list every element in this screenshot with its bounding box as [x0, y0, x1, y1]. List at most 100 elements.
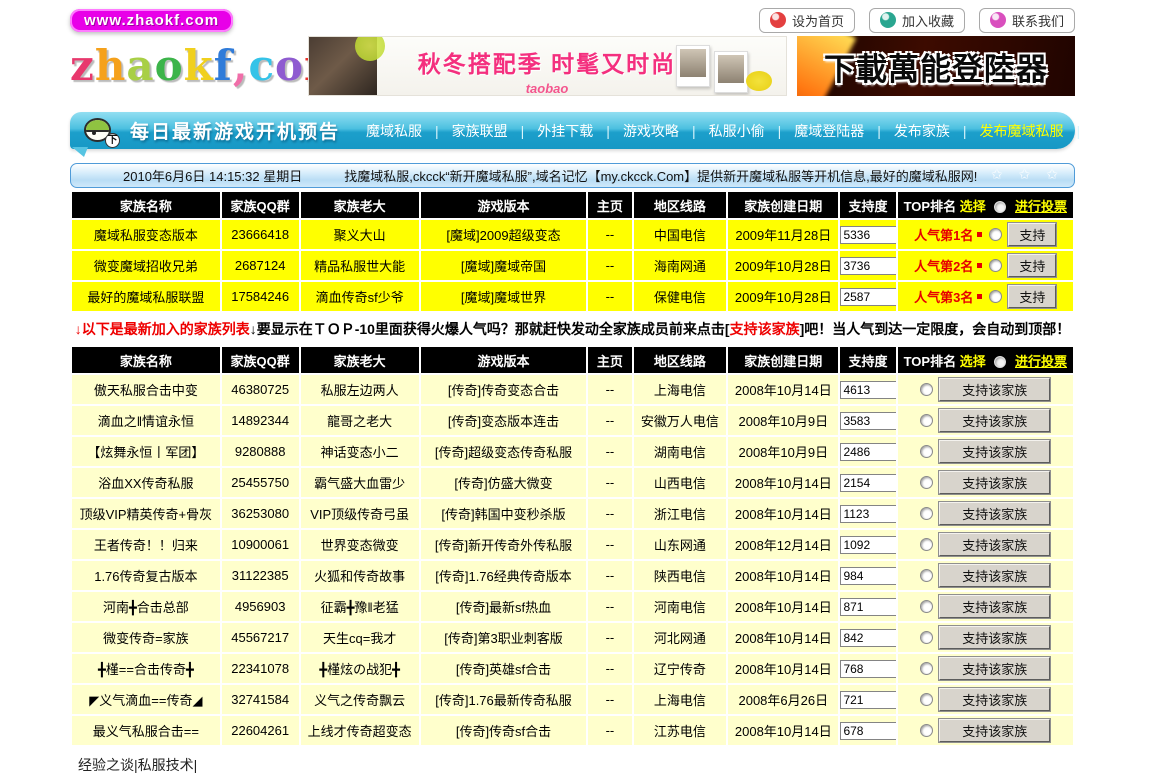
support-button[interactable]: 支持 — [1007, 284, 1058, 309]
support-cell — [840, 406, 896, 435]
top-link-icon — [879, 12, 896, 28]
qq-cell: 22604261 — [221, 716, 299, 745]
logo-letter: , — [232, 41, 249, 90]
region-cell: 保健电信 — [633, 282, 727, 311]
nav-item[interactable]: 关于我们 — [1064, 121, 1149, 141]
vote-cell: 支持该家族 — [897, 406, 1073, 435]
support-family-button[interactable]: 支持该家族 — [938, 625, 1052, 650]
support-count-input[interactable] — [840, 597, 896, 616]
support-family-button[interactable]: 支持该家族 — [938, 470, 1052, 495]
region-cell: 山东网通 — [633, 530, 727, 559]
vote-radio[interactable] — [920, 662, 934, 675]
support-family-button[interactable]: 支持该家族 — [938, 563, 1052, 588]
vote-cell: 支持该家族 — [897, 499, 1073, 528]
vote-link[interactable]: 进行投票 — [1014, 198, 1067, 214]
created-cell: 2008年10月14日 — [728, 716, 839, 745]
support-count-input[interactable] — [840, 690, 896, 709]
vote-radio[interactable] — [920, 538, 934, 551]
support-family-button[interactable]: 支持该家族 — [938, 718, 1052, 743]
support-family-button[interactable]: 支持该家族 — [938, 439, 1052, 464]
leader-cell: 神话变态小二 — [300, 437, 419, 466]
support-count-input[interactable] — [840, 411, 896, 430]
support-family-button[interactable]: 支持该家族 — [938, 594, 1052, 619]
vote-radio[interactable] — [920, 569, 934, 582]
site-logo[interactable]: zhaokf,com — [70, 36, 348, 96]
top-link-button[interactable]: 联系我们 — [978, 7, 1075, 33]
created-cell: 2008年12月14日 — [728, 530, 839, 559]
support-cell — [840, 561, 896, 590]
bullet-icon — [977, 232, 983, 237]
taobao-ad-banner[interactable]: 秋冬搭配季 时髦又时尚 taobao — [308, 36, 787, 96]
support-count-input[interactable] — [840, 225, 896, 244]
nav-item[interactable]: 外挂下载 — [508, 121, 593, 141]
support-cell — [840, 530, 896, 559]
region-cell: 中国电信 — [633, 220, 727, 249]
vote-link[interactable]: 进行投票 — [1014, 353, 1067, 369]
nav-item[interactable]: 游戏攻略 — [593, 121, 679, 141]
support-count-input[interactable] — [840, 628, 896, 647]
vote-radio[interactable] — [920, 414, 934, 427]
nav-item[interactable]: 魔域私服 — [366, 122, 423, 139]
vote-radio[interactable] — [989, 259, 1003, 272]
support-count-input[interactable] — [840, 442, 896, 461]
table-header-row: 家族名称 家族QQ群 家族老大 游戏版本 主页 地区线路 家族创建日期 支持度 … — [72, 347, 1073, 373]
nav-item[interactable]: 发布家族 — [864, 121, 950, 141]
vote-radio[interactable] — [920, 693, 934, 706]
col-family-name: 家族名称 — [72, 192, 220, 218]
vote-radio[interactable] — [920, 476, 934, 489]
support-family-button[interactable]: 支持该家族 — [938, 532, 1052, 557]
support-count-input[interactable] — [840, 380, 896, 399]
footer-links[interactable]: 经验之谈|私服技术| — [78, 757, 198, 773]
support-family-button[interactable]: 支持该家族 — [938, 408, 1052, 433]
vote-radio[interactable] — [920, 383, 934, 396]
nav-item[interactable]: 家族联盟 — [422, 121, 508, 141]
vote-radio[interactable] — [989, 228, 1003, 241]
login-tool-ad-banner[interactable]: 下載萬能登陸器 — [797, 36, 1075, 96]
vote-radio[interactable] — [989, 290, 1003, 303]
vote-radio[interactable] — [920, 445, 934, 458]
top-link-button[interactable]: 设为首页 — [758, 7, 855, 33]
top-link-button[interactable]: 加入收藏 — [868, 7, 965, 33]
vote-radio-icon[interactable] — [994, 201, 1007, 214]
vote-cell: 支持该家族 — [897, 530, 1073, 559]
star-icon: ✩ ✩ ✩ — [991, 166, 1064, 182]
support-count-input[interactable] — [840, 473, 896, 492]
support-button[interactable]: 支持 — [1007, 222, 1058, 247]
vote-radio[interactable] — [920, 631, 934, 644]
family-name-cell: ◤义气滴血==传奇◢ — [72, 685, 220, 714]
vote-radio-icon[interactable] — [994, 356, 1007, 369]
vote-cell: 支持该家族 — [897, 375, 1073, 404]
vote-radio[interactable] — [920, 600, 934, 613]
top-link-label: 设为首页 — [791, 13, 844, 29]
nav-item[interactable]: 私服小偷 — [679, 121, 765, 141]
support-family-button[interactable]: 支持该家族 — [938, 501, 1052, 526]
leader-cell: 征霸╋豫‖老猛 — [300, 592, 419, 621]
homepage-cell: -- — [588, 220, 632, 249]
site-url-badge[interactable]: www.zhaokf.com — [70, 8, 234, 32]
homepage-cell: -- — [588, 468, 632, 497]
family-name-cell: 微变魔域招收兄弟 — [72, 251, 220, 280]
vote-radio[interactable] — [920, 507, 934, 520]
created-cell: 2008年10月14日 — [728, 375, 839, 404]
vote-radio[interactable] — [920, 724, 934, 737]
support-family-button[interactable]: 支持该家族 — [938, 377, 1052, 402]
datetime-text: 2010年6月6日 14:15:32 星期日 — [123, 169, 303, 184]
support-family-button[interactable]: 支持该家族 — [938, 687, 1052, 712]
support-count-input[interactable] — [840, 535, 896, 554]
version-cell: [传奇]仿盛大微变 — [420, 468, 587, 497]
created-cell: 2008年10月14日 — [728, 592, 839, 621]
table-row: 顶级VIP精英传奇+骨灰 36253080 VIP顶级传奇弓虽 [传奇]韩国中变… — [72, 499, 1073, 528]
support-button[interactable]: 支持 — [1007, 253, 1058, 278]
nav-item[interactable]: 魔域登陆器 — [765, 121, 864, 141]
support-count-input[interactable] — [840, 504, 896, 523]
leader-cell: 霸气盛大血雷少 — [300, 468, 419, 497]
top-link-label: 联系我们 — [1011, 13, 1064, 29]
nav-item[interactable]: 发布魔域私服 — [950, 121, 1064, 141]
support-family-button[interactable]: 支持该家族 — [938, 656, 1052, 681]
support-count-input[interactable] — [840, 566, 896, 585]
support-count-input[interactable] — [840, 287, 896, 306]
support-cell — [840, 654, 896, 683]
support-count-input[interactable] — [840, 256, 896, 275]
support-count-input[interactable] — [840, 721, 896, 740]
support-count-input[interactable] — [840, 659, 896, 678]
